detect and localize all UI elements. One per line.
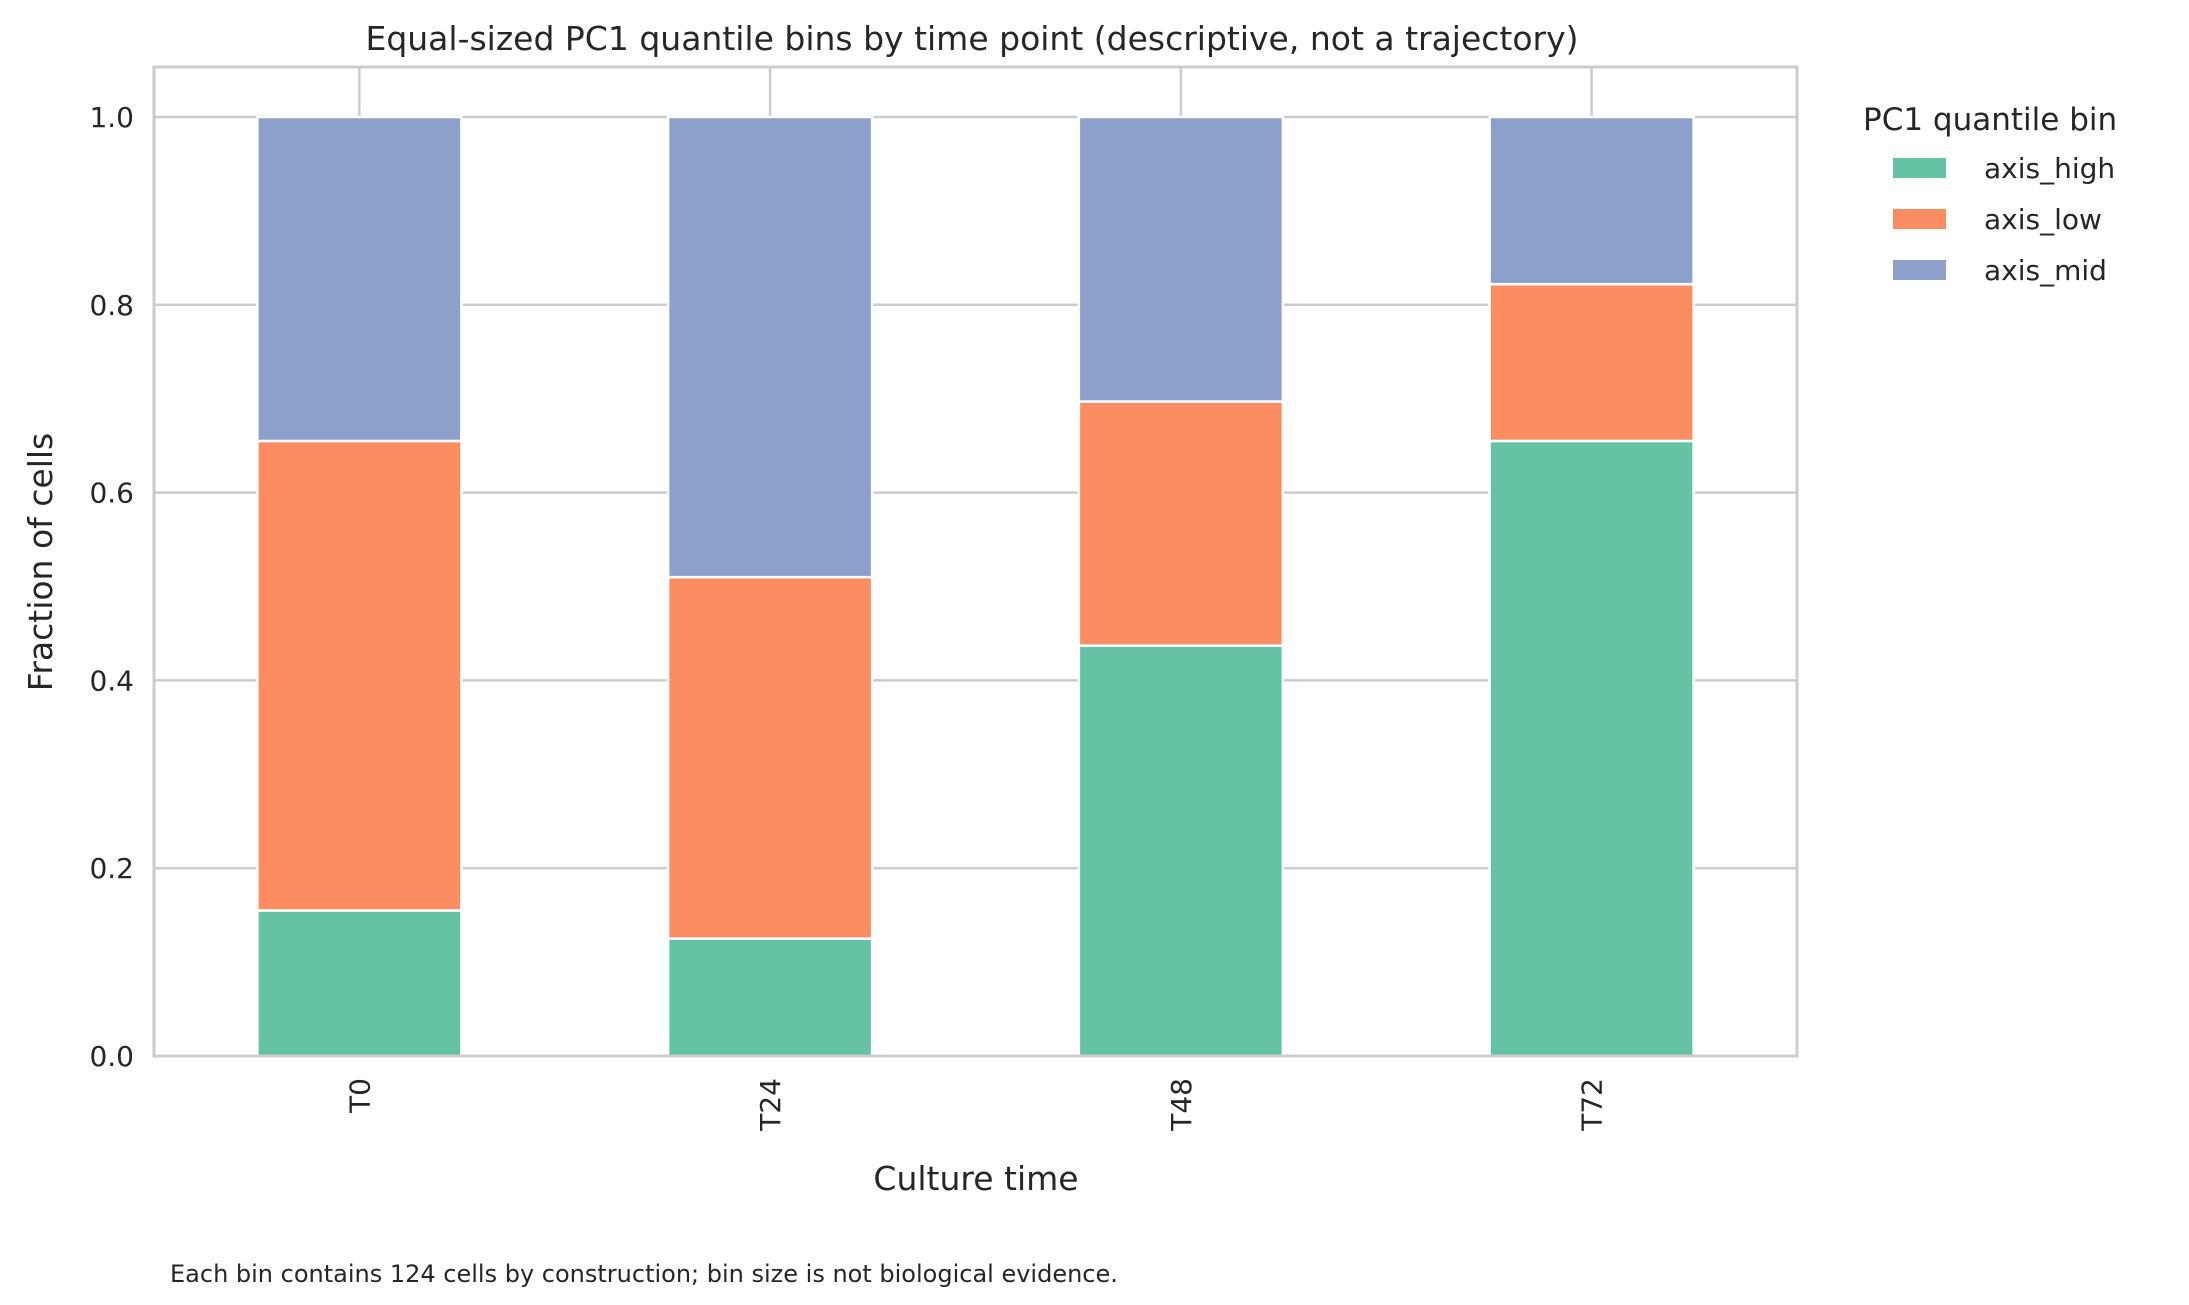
bar-segment-axis_high	[1488, 439, 1695, 1058]
y-tick-label: 0.0	[89, 1040, 134, 1073]
legend-label: axis_mid	[1984, 254, 2107, 287]
y-tick-label: 0.6	[89, 477, 134, 510]
plot-frame	[152, 65, 1799, 1058]
x-tick-label: T72	[1576, 1078, 1609, 1132]
y-tick-label: 0.8	[89, 289, 134, 322]
legend-label: axis_high	[1984, 152, 2115, 185]
bar-segment-axis_mid	[256, 115, 463, 443]
legend: PC1 quantile bin axis_high axis_low axis_m…	[1863, 102, 2117, 287]
bar-segment-axis_high	[256, 909, 463, 1058]
x-tick-label: T0	[343, 1078, 376, 1114]
x-axis-label: Culture time	[873, 1159, 1078, 1198]
bars	[256, 115, 1695, 1058]
legend-items: axis_high axis_low axis_mid	[1893, 152, 2115, 287]
y-tick-label: 0.2	[89, 852, 134, 885]
x-tick-label: T48	[1165, 1078, 1198, 1132]
y-axis-label: Fraction of cells	[21, 433, 60, 692]
bar-segment-axis_high	[666, 937, 874, 1058]
x-tick-labels: T0 T24 T48 T72	[343, 1078, 1608, 1132]
y-tick-label: 1.0	[89, 101, 134, 134]
bar-segment-axis_high	[1077, 644, 1285, 1058]
legend-swatch-axis_low	[1893, 209, 1946, 229]
legend-swatch-axis_high	[1893, 158, 1946, 178]
bar-segment-axis_low	[1488, 282, 1695, 443]
bar-segment-axis_mid	[1077, 115, 1285, 403]
y-tick-label: 0.4	[89, 664, 134, 697]
y-tick-labels: 0.0 0.2 0.4 0.6 0.8 1.0	[89, 101, 134, 1073]
bar-segment-axis_low	[666, 575, 874, 940]
legend-title: PC1 quantile bin	[1863, 102, 2117, 138]
legend-swatch-axis_mid	[1893, 260, 1946, 280]
footnote: Each bin contains 124 cells by construct…	[170, 1260, 1118, 1288]
chart-title: Equal-sized PC1 quantile bins by time po…	[365, 19, 1578, 58]
bar-segment-axis_mid	[1488, 115, 1695, 286]
x-tick-label: T24	[754, 1078, 787, 1132]
legend-label: axis_low	[1984, 203, 2102, 236]
bar-segment-axis_low	[1077, 400, 1285, 647]
bar-segment-axis_low	[256, 439, 463, 912]
bar-segment-axis_mid	[666, 115, 874, 579]
